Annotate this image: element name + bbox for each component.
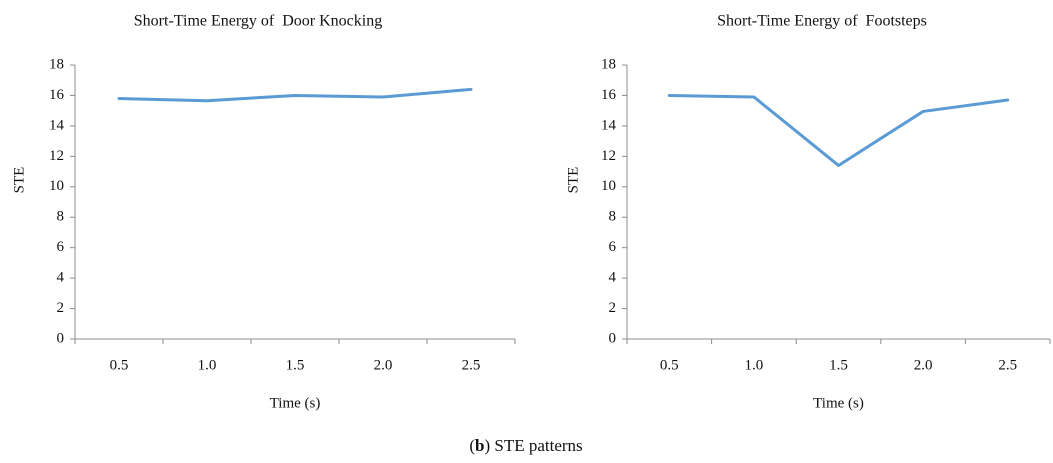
y-tick-label: 0 <box>57 330 65 346</box>
x-tick-label: 2.0 <box>374 357 393 373</box>
y-tick-label: 4 <box>57 270 65 286</box>
chart-title: Short-Time Energy of Door Knocking <box>134 13 382 30</box>
x-axis-label: Time (s) <box>270 395 321 411</box>
x-tick-label: 1.5 <box>286 357 305 373</box>
y-tick-label: 6 <box>609 239 617 255</box>
x-tick-label: 1.0 <box>198 357 217 373</box>
x-tick-label: 0.5 <box>660 357 679 373</box>
y-tick-label: 18 <box>49 56 64 72</box>
x-tick-label: 2.0 <box>914 357 933 373</box>
y-tick-label: 18 <box>601 56 616 72</box>
x-tick-label: 2.5 <box>998 357 1017 373</box>
caption-part: b <box>475 436 484 455</box>
y-tick-label: 14 <box>49 117 65 133</box>
y-tick-label: 4 <box>609 270 617 286</box>
y-tick-label: 6 <box>57 239 65 255</box>
y-tick-label: 10 <box>49 178 64 194</box>
y-tick-label: 8 <box>57 209 65 225</box>
x-tick-label: 0.5 <box>110 357 129 373</box>
x-tick-label: 1.0 <box>745 357 764 373</box>
x-axis-label: Time (s) <box>813 395 864 411</box>
y-tick-label: 14 <box>601 117 617 133</box>
y-tick-label: 10 <box>601 178 616 194</box>
y-tick-label: 8 <box>609 209 617 225</box>
y-tick-label: 12 <box>601 148 616 164</box>
data-line <box>667 93 1010 167</box>
y-tick-label: 0 <box>609 330 617 346</box>
caption-part: ( <box>469 436 475 455</box>
y-tick-label: 2 <box>609 300 617 316</box>
y-tick-label: 16 <box>49 87 65 103</box>
y-axis-label: STE <box>565 167 581 194</box>
caption-part: ) STE patterns <box>484 436 582 455</box>
x-tick-label: 2.5 <box>462 357 481 373</box>
y-tick-label: 12 <box>49 148 64 164</box>
y-axis-label: STE <box>11 167 27 194</box>
caption: (b) STE patterns <box>469 436 582 455</box>
x-tick-label: 1.5 <box>829 357 848 373</box>
data-line <box>117 87 473 103</box>
chart-title: Short-Time Energy of Footsteps <box>717 13 927 30</box>
y-tick-label: 16 <box>601 87 617 103</box>
y-tick-label: 2 <box>57 300 65 316</box>
